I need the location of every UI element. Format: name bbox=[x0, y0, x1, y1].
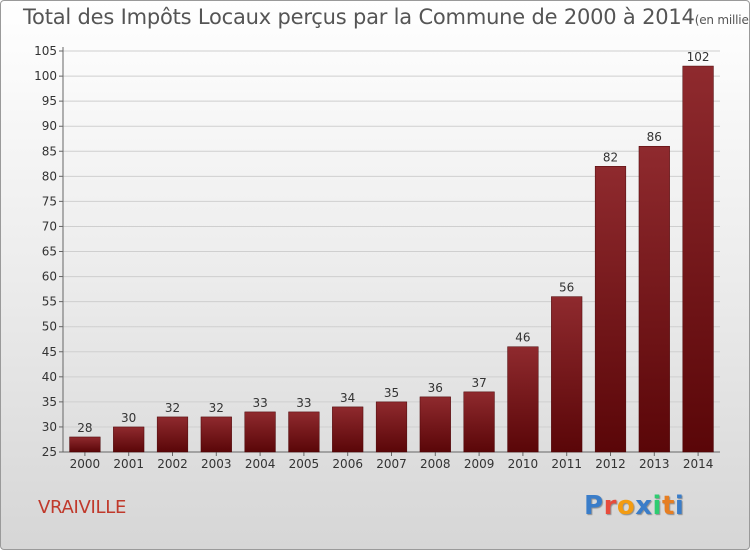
bar bbox=[200, 416, 232, 453]
bar bbox=[638, 145, 670, 453]
x-tick-label: 2009 bbox=[464, 457, 495, 471]
commune-name: VRAIVILLE bbox=[38, 497, 127, 518]
logo-letter: r bbox=[603, 491, 617, 521]
logo-letter: i bbox=[652, 491, 662, 521]
data-label: 102 bbox=[687, 50, 710, 64]
logo-letter: o bbox=[616, 491, 636, 521]
logo-letter: x bbox=[635, 491, 653, 521]
y-tick-label: 30 bbox=[42, 420, 57, 434]
x-tick-label: 2014 bbox=[683, 457, 714, 471]
y-tick-label: 25 bbox=[42, 445, 57, 459]
y-tick-label: 90 bbox=[42, 119, 57, 133]
bar bbox=[288, 411, 320, 453]
data-label: 35 bbox=[384, 386, 399, 400]
logo-letter: P bbox=[584, 491, 604, 521]
y-tick-label: 85 bbox=[42, 144, 57, 158]
bar bbox=[113, 426, 145, 453]
y-tick-label: 75 bbox=[42, 194, 57, 208]
x-tick-label: 2003 bbox=[201, 457, 232, 471]
bar bbox=[594, 166, 627, 453]
x-tick-label: 2006 bbox=[332, 457, 363, 471]
bar bbox=[375, 401, 408, 453]
x-tick-label: 2011 bbox=[551, 457, 582, 471]
y-tick-label: 45 bbox=[42, 345, 57, 359]
data-label: 32 bbox=[165, 401, 180, 415]
bar bbox=[682, 65, 714, 453]
y-tick-label: 50 bbox=[42, 320, 57, 334]
data-label: 34 bbox=[340, 391, 355, 405]
data-label: 46 bbox=[515, 331, 530, 345]
data-labels: 28 30 32 32 33 33 34 35 36 37 46 56 82 86 102 bbox=[77, 50, 709, 435]
x-tick-label: 2012 bbox=[595, 457, 626, 471]
data-label: 32 bbox=[209, 401, 224, 415]
y-tick-label: 35 bbox=[42, 395, 57, 409]
y-tick-label: 65 bbox=[42, 245, 57, 259]
bar bbox=[463, 391, 495, 453]
bars bbox=[69, 65, 714, 453]
y-tick-label: 40 bbox=[42, 370, 57, 384]
y-tick-labels: 25 30 35 40 45 50 55 60 65 70 75 80 85 90 95 100 105 bbox=[34, 44, 57, 459]
proxiti-logo: Proxiti bbox=[584, 491, 684, 521]
data-label: 28 bbox=[77, 421, 92, 435]
x-tick-label: 2001 bbox=[113, 457, 144, 471]
y-tick-label: 100 bbox=[34, 69, 57, 83]
bar bbox=[156, 416, 189, 453]
title-text: Total des Impôts Locaux perçus par la Co… bbox=[23, 5, 695, 29]
logo-letter: i bbox=[674, 491, 685, 521]
bar bbox=[332, 406, 364, 453]
y-tick-label: 70 bbox=[42, 219, 57, 233]
data-label: 30 bbox=[121, 411, 136, 425]
y-tick-label: 80 bbox=[42, 169, 57, 183]
bar bbox=[244, 411, 276, 453]
logo-letter: t bbox=[661, 491, 675, 521]
data-label: 33 bbox=[252, 396, 267, 410]
bar bbox=[551, 296, 583, 453]
x-tick-label: 2002 bbox=[157, 457, 188, 471]
unit-label: (en milliers d'€) bbox=[694, 13, 749, 27]
x-tick-label: 2008 bbox=[420, 457, 451, 471]
x-tick-label: 2007 bbox=[376, 457, 407, 471]
y-tick-label: 95 bbox=[42, 94, 57, 108]
bar bbox=[507, 346, 539, 453]
data-label: 33 bbox=[296, 396, 311, 410]
bar bbox=[69, 436, 101, 453]
y-tick-label: 60 bbox=[42, 270, 57, 284]
data-label: 36 bbox=[428, 381, 443, 395]
data-label: 56 bbox=[559, 281, 574, 295]
bar bbox=[419, 396, 451, 453]
x-tick-label: 2013 bbox=[639, 457, 670, 471]
x-tick-label: 2004 bbox=[245, 457, 276, 471]
y-tick-label: 105 bbox=[34, 44, 57, 58]
x-tick-label: 2010 bbox=[508, 457, 539, 471]
data-label: 82 bbox=[603, 150, 618, 164]
x-tick-labels: 2000 2001 2002 2003 2004 2005 2006 2007 2008 2009… bbox=[70, 457, 714, 471]
x-tick-label: 2000 bbox=[70, 457, 101, 471]
y-tick-label: 55 bbox=[42, 295, 57, 309]
data-label: 86 bbox=[647, 130, 662, 144]
chart-title: Total des Impôts Locaux perçus par la Co… bbox=[23, 5, 749, 29]
x-tick-label: 2005 bbox=[289, 457, 320, 471]
data-label: 37 bbox=[471, 376, 486, 390]
